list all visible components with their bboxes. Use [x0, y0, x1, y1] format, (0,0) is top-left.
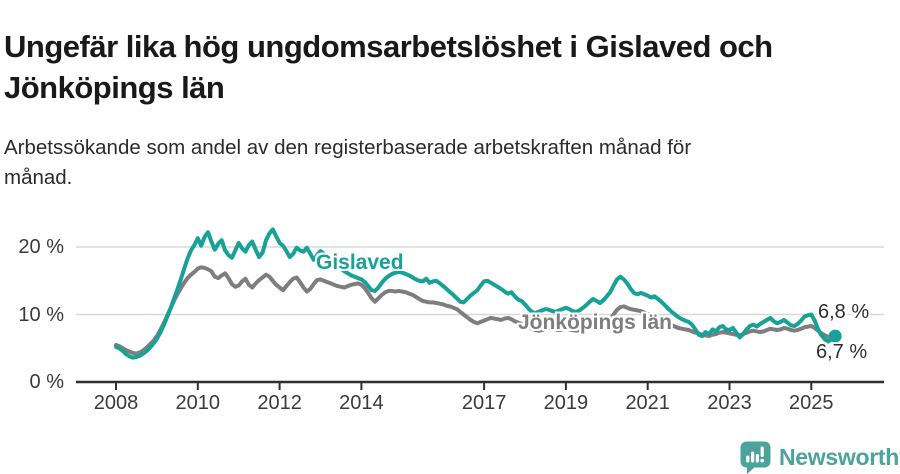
- series-end-dot-gislaved: [828, 329, 842, 343]
- x-tick-label-2023: 2023: [707, 392, 752, 414]
- y-tick-label-0: 0 %: [29, 371, 64, 393]
- series-label-jonkopings-lan: Jönköpings län: [518, 311, 673, 334]
- page-title: Ungefär lika hög ungdomsarbetslöshet i G…: [4, 28, 773, 105]
- x-tick-label-2025: 2025: [789, 392, 834, 414]
- x-tick-label-2010: 2010: [175, 392, 221, 414]
- y-tick-label-10: 10 %: [18, 303, 64, 326]
- page-subtitle: Arbetssökande som andel av den registerb…: [4, 135, 692, 189]
- newsworthy-logo-text: Newsworthy: [779, 444, 900, 470]
- x-tick-label-2012: 2012: [257, 392, 302, 414]
- x-tick-label-2021: 2021: [625, 392, 670, 414]
- x-tick-label-2008: 2008: [93, 392, 139, 414]
- series-line-gislaved: [114, 227, 838, 360]
- bar-chart-speech-bubble-icon: [740, 441, 771, 474]
- end-value-label-gislaved: 6,8 %: [818, 301, 870, 323]
- newsworthy-logo: Newsworthy: [740, 441, 900, 474]
- series-line-j-nk-pings-l-n: [114, 265, 838, 356]
- x-tick-label-2019: 2019: [543, 392, 589, 414]
- x-tick-label-2017: 2017: [461, 392, 507, 414]
- x-tick-label-2014: 2014: [339, 392, 384, 414]
- series-label-gislaved: Gislaved: [316, 251, 404, 274]
- y-tick-label-20: 20 %: [18, 236, 64, 258]
- end-value-label-jonkopings-lan: 6,7 %: [816, 341, 868, 363]
